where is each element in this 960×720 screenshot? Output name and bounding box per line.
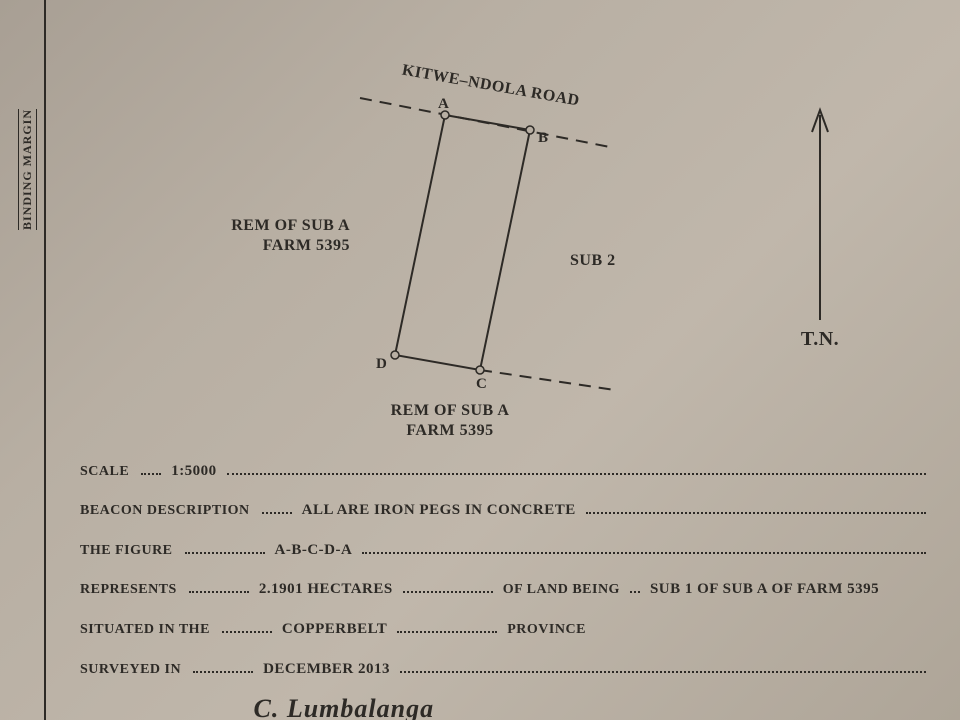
dots (141, 460, 161, 475)
beacon-value: ALL ARE IRON PEGS IN CONCRETE (296, 502, 582, 519)
row-surveyed: SURVEYED IN DECEMBER 2013 (80, 658, 930, 678)
beacon-d (391, 351, 399, 359)
bottom-dashed-line (480, 370, 615, 390)
bottom-adjoin-label-2: FARM 5395 (406, 422, 493, 439)
dots (262, 500, 292, 515)
figure-value: A-B-C-D-A (269, 542, 359, 559)
left-adjoin-label-2: FARM 5395 (263, 237, 350, 254)
bottom-adjoin-label-1: REM OF SUB A (391, 402, 510, 419)
of-land-value: SUB 1 OF SUB A OF FARM 5395 (644, 581, 885, 598)
parcel-sketch: A B C D KITWE–NDOLA ROAD REM OF SUB A FA… (60, 20, 920, 440)
row-represents: REPRESENTS 2.1901 HECTARES OF LAND BEING… (80, 579, 930, 599)
true-north-label: T.N. (801, 328, 839, 350)
signature-block: C. Lumbalanga LAND SURVEYOR (253, 694, 434, 720)
dots (185, 539, 265, 554)
of-land-label: OF LAND BEING (497, 582, 626, 598)
corner-c-label: C (476, 376, 487, 392)
dots (400, 658, 926, 673)
dots (222, 618, 272, 633)
surveyed-label: SURVEYED IN (80, 662, 189, 678)
row-by-me: BY ME C. Lumbalanga LAND SURVEYOR (80, 698, 930, 720)
scale-label: SCALE (80, 464, 137, 480)
dots (193, 658, 253, 673)
road-label: KITWE–NDOLA ROAD (401, 62, 581, 110)
corner-a-label: A (438, 96, 449, 112)
dots (630, 579, 640, 594)
represents-label: REPRESENTS (80, 582, 185, 598)
province-label: PROVINCE (501, 622, 592, 638)
row-figure: THE FIGURE A-B-C-D-A (80, 539, 930, 559)
dots (397, 618, 497, 633)
margin-rule (44, 0, 46, 720)
beacon-c (476, 366, 484, 374)
surveyed-value: DECEMBER 2013 (257, 661, 396, 678)
corner-d-label: D (376, 356, 387, 372)
right-adjoin-label: SUB 2 (570, 252, 616, 269)
beacon-label: BEACON DESCRIPTION (80, 503, 258, 519)
binding-margin-label: BINDING MARGIN (18, 109, 37, 230)
dots (586, 500, 926, 515)
row-beacon: BEACON DESCRIPTION ALL ARE IRON PEGS IN … (80, 500, 930, 520)
survey-diagram-page: BINDING MARGIN A B C D KITWE–NDOLA ROAD … (0, 0, 960, 720)
row-scale: SCALE 1:5000 (80, 460, 930, 480)
corner-b-label: B (538, 130, 549, 146)
situated-value: COPPERBELT (276, 621, 393, 638)
parcel-svg: A B C D KITWE–NDOLA ROAD REM OF SUB A FA… (60, 20, 920, 440)
beacon-a (441, 111, 449, 119)
surveyor-signature: C. Lumbalanga (253, 694, 434, 720)
figure-label: THE FIGURE (80, 543, 181, 559)
survey-form: SCALE 1:5000 BEACON DESCRIPTION ALL ARE … (80, 460, 930, 720)
situated-label: SITUATED IN THE (80, 622, 218, 638)
dots (227, 460, 926, 475)
dots (403, 579, 493, 594)
dots (362, 539, 926, 554)
beacon-b (526, 126, 534, 134)
scale-value: 1:5000 (165, 463, 223, 480)
represents-value: 2.1901 HECTARES (253, 581, 399, 598)
row-situated: SITUATED IN THE COPPERBELT PROVINCE (80, 618, 930, 638)
parcel-polygon (395, 115, 530, 370)
dots (189, 579, 249, 594)
left-adjoin-label-1: REM OF SUB A (231, 217, 350, 234)
